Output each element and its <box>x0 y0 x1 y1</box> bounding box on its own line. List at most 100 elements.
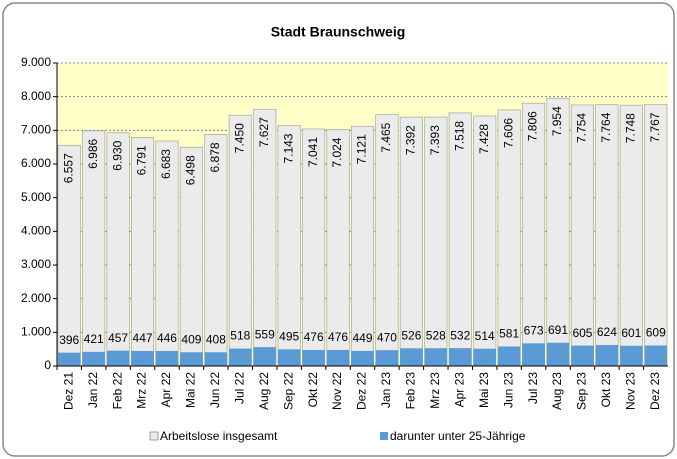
x-tick-label: Feb 22 <box>110 372 124 410</box>
y-tick-label: 9.000 <box>21 55 51 69</box>
y-tick-label: 2.000 <box>21 291 51 305</box>
value-label: 409 <box>181 332 201 346</box>
value-label: 559 <box>255 327 275 341</box>
x-tick-label: Mrz 23 <box>428 372 442 409</box>
bar <box>595 344 619 366</box>
bar <box>644 345 667 366</box>
x-tick-label: Sep 22 <box>281 372 295 410</box>
x-tick-label: Aug 23 <box>550 372 564 410</box>
value-label: 7.041 <box>306 137 320 167</box>
bar <box>82 351 105 366</box>
bar <box>473 348 496 366</box>
value-label: 7.764 <box>599 112 613 142</box>
y-tick-label: 3.000 <box>21 257 51 271</box>
value-label: 514 <box>475 329 495 343</box>
x-tick-label: Apr 22 <box>159 372 173 408</box>
bar <box>131 350 154 366</box>
bar <box>106 350 130 366</box>
value-label: 6.878 <box>208 142 222 172</box>
bar <box>620 345 643 366</box>
value-label: 495 <box>279 330 299 344</box>
value-label: 7.767 <box>648 112 662 142</box>
x-tick-label: Mrz 22 <box>135 372 149 409</box>
value-label: 7.465 <box>379 122 393 152</box>
chart-title: Stadt Braunschweig <box>271 24 406 40</box>
value-label: 7.754 <box>575 113 589 143</box>
value-label: 526 <box>401 328 421 342</box>
value-label: 7.143 <box>281 133 295 163</box>
x-tick-label: Okt 23 <box>599 372 613 408</box>
value-label: 449 <box>352 331 372 345</box>
bar <box>449 348 472 366</box>
x-tick-label: Dez 22 <box>355 372 369 410</box>
value-label: 447 <box>133 331 153 345</box>
value-label: 470 <box>377 330 397 344</box>
bar <box>229 348 252 366</box>
bar <box>277 349 301 366</box>
y-tick-label: 7.000 <box>21 123 51 137</box>
x-tick-label: Sep 23 <box>575 372 589 410</box>
value-label: 6.986 <box>86 138 100 168</box>
x-tick-label: Nov 22 <box>330 372 344 410</box>
bar <box>180 352 203 366</box>
y-tick-label: 8.000 <box>21 89 51 103</box>
value-label: 7.606 <box>501 118 515 148</box>
value-label: 7.393 <box>428 125 442 155</box>
value-label: 421 <box>84 332 104 346</box>
value-label: 605 <box>572 326 592 340</box>
bar <box>424 348 448 366</box>
value-label: 624 <box>597 325 617 339</box>
value-label: 581 <box>499 327 519 341</box>
value-label: 691 <box>548 323 568 337</box>
bar <box>155 350 179 366</box>
x-tick-label: Dez 23 <box>648 372 662 410</box>
legend-swatch <box>149 431 159 441</box>
y-tick-label: 4.000 <box>21 224 51 238</box>
legend-label: Arbeitslose insgesamt <box>160 429 278 443</box>
y-tick-label: 0 <box>44 358 51 372</box>
value-label: 7.121 <box>355 134 369 164</box>
value-label: 7.748 <box>624 113 638 143</box>
bar <box>58 352 81 366</box>
value-label: 7.518 <box>452 121 466 151</box>
x-tick-label: Mai 23 <box>477 372 491 408</box>
bar <box>253 347 276 366</box>
bar <box>204 352 228 366</box>
x-tick-label: Jul 23 <box>526 372 540 404</box>
value-label: 532 <box>450 328 470 342</box>
bar <box>546 342 570 366</box>
x-tick-label: Dez 21 <box>61 372 75 410</box>
x-tick-label: Apr 23 <box>452 372 466 408</box>
value-label: 457 <box>108 331 128 345</box>
value-label: 476 <box>304 330 324 344</box>
bar <box>571 345 594 366</box>
x-tick-label: Jun 23 <box>501 372 515 408</box>
x-tick-label: Mai 22 <box>184 372 198 408</box>
value-label: 6.683 <box>159 149 173 179</box>
value-label: 609 <box>646 326 666 340</box>
value-label: 7.627 <box>257 117 271 147</box>
value-label: 7.428 <box>477 124 491 154</box>
y-tick-label: 1.000 <box>21 325 51 339</box>
value-label: 396 <box>59 333 79 347</box>
x-tick-label: Jan 23 <box>379 372 393 408</box>
value-label: 476 <box>328 330 348 344</box>
bar <box>522 343 545 366</box>
value-label: 518 <box>230 329 250 343</box>
value-label: 7.392 <box>404 125 418 155</box>
bar <box>302 349 325 366</box>
y-tick-label: 5.000 <box>21 190 51 204</box>
value-label: 7.806 <box>526 111 540 141</box>
value-label: 673 <box>524 324 544 338</box>
x-tick-label: Nov 23 <box>624 372 638 410</box>
value-label: 446 <box>157 331 177 345</box>
legend-label: darunter unter 25-Jährige <box>390 429 526 443</box>
x-tick-label: Jul 22 <box>232 372 246 404</box>
value-label: 6.557 <box>61 153 75 183</box>
value-label: 7.024 <box>330 137 344 167</box>
value-label: 528 <box>426 328 446 342</box>
x-tick-label: Aug 22 <box>257 372 271 410</box>
x-tick-label: Jun 22 <box>208 372 222 408</box>
value-label: 7.450 <box>232 123 246 153</box>
